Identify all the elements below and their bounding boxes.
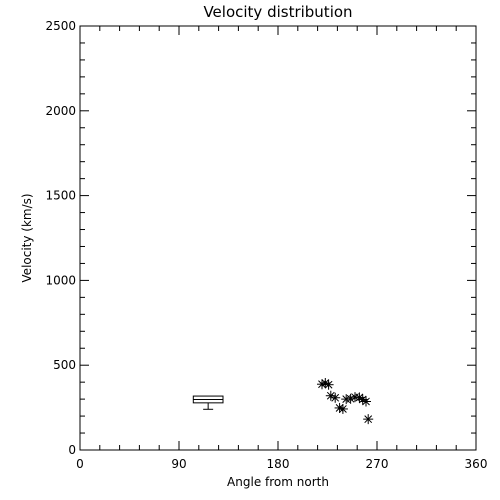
y-tick-label: 500 [53,358,76,372]
y-tick-label: 1000 [45,273,76,287]
y-axis-label: Velocity (km/s) [20,193,34,282]
x-tick-label: 180 [267,457,290,471]
chart-title: Velocity distribution [203,3,352,21]
data-points [317,378,374,425]
data-point [337,403,348,414]
y-tick-label: 1500 [45,189,76,203]
data-point [363,414,374,425]
data-point [361,396,371,407]
axis-tick-labels: 0 90 180 270 360 0 500 1000 1500 2000 2500 [45,19,487,471]
x-tick-label: 90 [171,457,186,471]
data-point [323,379,334,390]
x-tick-label: 360 [465,457,488,471]
velocity-boxplot [192,395,224,410]
data-point [345,393,356,404]
y-tick-label: 0 [68,443,76,457]
y-tick-label: 2500 [45,19,76,33]
x-tick-label: 0 [76,457,84,471]
x-tick-label: 270 [366,457,389,471]
data-point [330,392,341,403]
x-axis-label: Angle from north [227,475,329,489]
y-tick-label: 2000 [45,104,76,118]
axis-ticks [79,25,477,451]
plot-frame [79,25,477,451]
